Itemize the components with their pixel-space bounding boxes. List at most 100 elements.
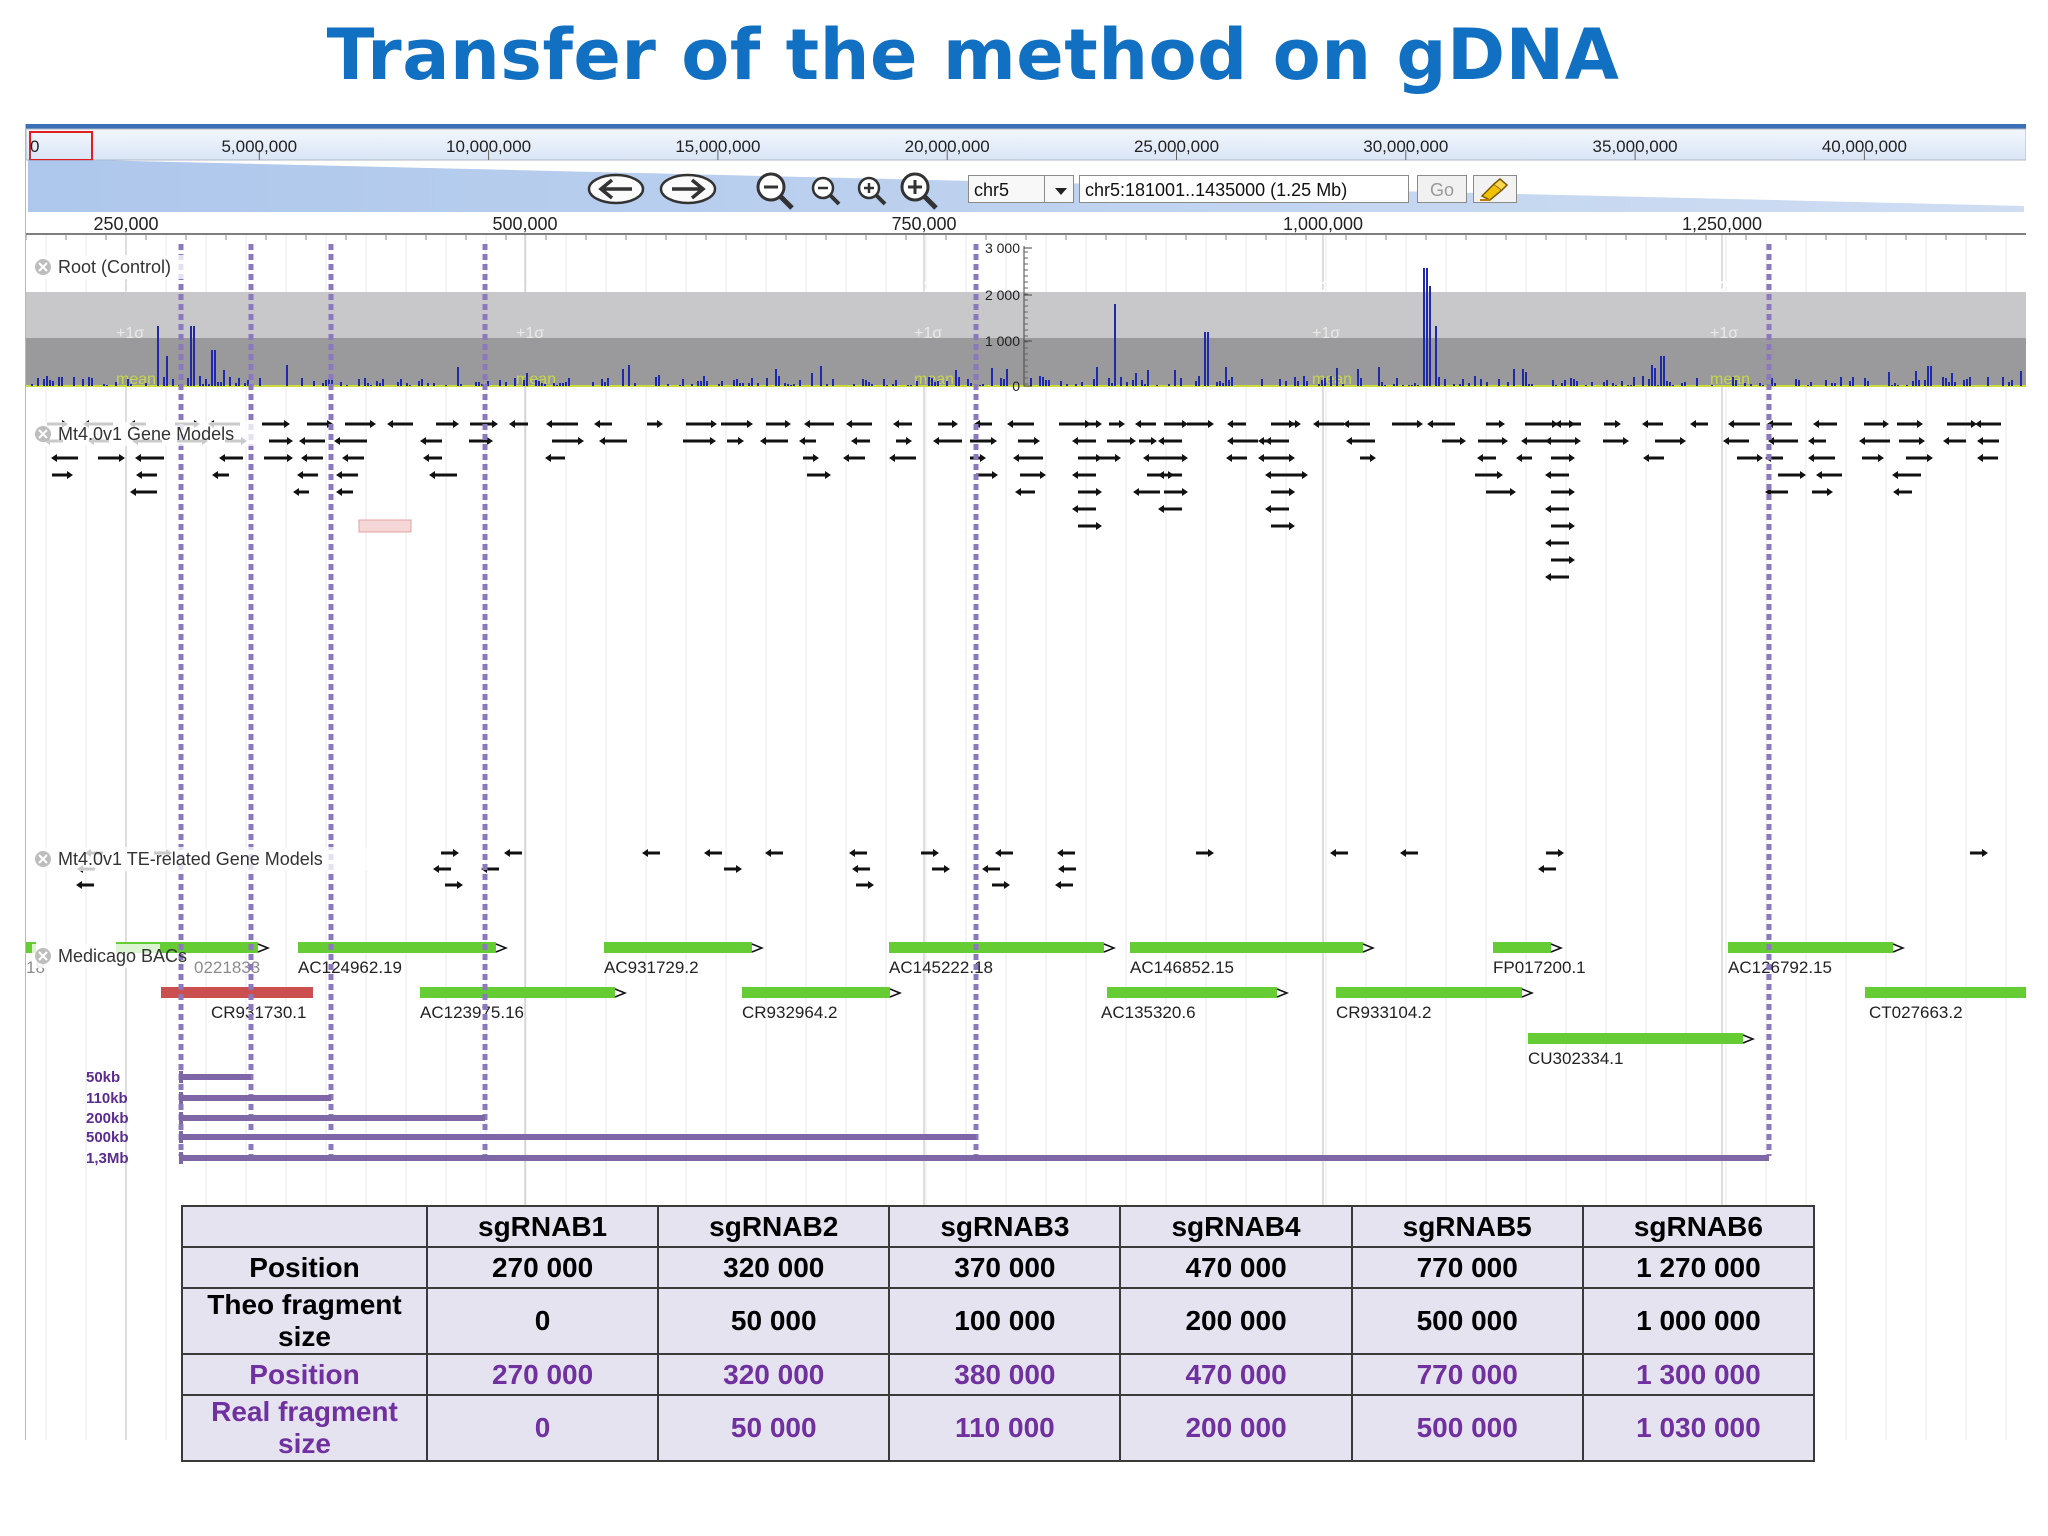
gene-model xyxy=(1521,437,1547,445)
arrow-head xyxy=(1642,420,1648,428)
arrow-head xyxy=(67,471,73,479)
coverage-bar xyxy=(1951,373,1953,386)
arrow-head xyxy=(1226,454,1232,462)
go-button[interactable]: Go xyxy=(1417,175,1467,203)
coverage-bar xyxy=(871,384,873,386)
coverage-bar xyxy=(535,380,537,386)
detail-tick-label: 1,250,000 xyxy=(1682,214,1762,234)
arrow-head xyxy=(1768,437,1774,445)
arrow-head xyxy=(704,849,710,857)
coverage-bar xyxy=(541,383,543,386)
arrow-head xyxy=(1289,454,1295,462)
arrow-head xyxy=(1643,454,1649,462)
coverage-bar xyxy=(1831,383,1833,386)
pan-right-button[interactable] xyxy=(658,172,718,206)
gene-model xyxy=(760,437,788,445)
arrow-head xyxy=(136,471,142,479)
chevron-down-icon xyxy=(1055,188,1067,195)
coverage-bar xyxy=(1306,381,1308,386)
coverage-bar xyxy=(130,384,132,386)
bac-bar xyxy=(742,987,890,998)
coverage-bar xyxy=(1285,381,1287,386)
arrow-head xyxy=(1313,420,1319,428)
zoom-out-small-button[interactable] xyxy=(806,171,850,211)
fragment-size-label: 200kb xyxy=(86,1110,129,1127)
arrow-head xyxy=(1227,420,1233,428)
zoom-in-small-icon xyxy=(857,176,887,206)
coverage-bar xyxy=(928,377,930,386)
arrow-head xyxy=(736,865,742,873)
arrow-head xyxy=(1055,881,1061,889)
arrow-head xyxy=(657,420,663,428)
track-label-bg xyxy=(32,422,262,446)
coverage-bar xyxy=(1735,380,1737,386)
track-label: Root (Control) xyxy=(32,255,187,279)
te-gene-model xyxy=(765,849,783,857)
zoom-out-large-icon xyxy=(756,172,794,210)
bac-label: CT027663.2 xyxy=(1869,1003,1963,1022)
zoom-in-large-button[interactable] xyxy=(898,171,942,211)
overview-tick-label: 30,000,000 xyxy=(1363,137,1448,156)
bac-bar xyxy=(1865,987,2026,998)
coverage-bar xyxy=(43,379,45,386)
bac-strand-arrow xyxy=(1103,943,1117,953)
gene-model xyxy=(1899,437,1925,445)
zoom-in-small-button[interactable] xyxy=(852,171,896,211)
arrow-head xyxy=(852,865,858,873)
coverage-bar xyxy=(1945,378,1947,386)
bac-bar xyxy=(1493,942,1551,953)
pan-left-button[interactable] xyxy=(586,172,646,206)
coverage-bar xyxy=(1006,369,1008,386)
coverage-bar xyxy=(1198,376,1200,386)
table-row: Position 270 000 320 000 370 000 470 000… xyxy=(181,1246,1816,1289)
arrow-head xyxy=(1545,539,1551,547)
gene-model xyxy=(1478,437,1508,445)
coverage-bar xyxy=(1654,368,1656,386)
coverage-bar xyxy=(1627,385,1629,386)
arrow-head xyxy=(1133,488,1139,496)
coverage-bar xyxy=(1330,376,1332,386)
arrow-head xyxy=(1977,454,1983,462)
highlight-button[interactable] xyxy=(1473,175,1517,203)
gene-model xyxy=(1947,420,1977,428)
arrow-head xyxy=(991,437,997,445)
gene-model xyxy=(1078,488,1102,496)
gene-model xyxy=(1551,454,1575,462)
zoom-out-large-button[interactable] xyxy=(754,171,798,211)
highlight-icon xyxy=(1480,178,1509,201)
arrow-head xyxy=(546,420,552,428)
arrow-head xyxy=(135,454,141,462)
gene-model xyxy=(1778,471,1806,479)
sigma-label: +2σ xyxy=(1312,279,1340,296)
row-label: Position xyxy=(181,1246,428,1289)
coverage-bar xyxy=(1297,381,1299,386)
coverage-bar xyxy=(1408,385,1410,386)
coverage-axis-label: 2 000 xyxy=(985,287,1020,303)
coverage-bar xyxy=(1342,384,1344,386)
chromosome-select[interactable]: chr5 xyxy=(968,175,1074,203)
bac-bar xyxy=(26,942,36,953)
table-cell: 110 000 xyxy=(888,1394,1122,1462)
coverage-bar xyxy=(1507,382,1509,386)
coverage-bar xyxy=(1825,380,1827,386)
coverage-bar xyxy=(751,378,753,386)
coverage-bar xyxy=(634,383,636,386)
coverage-bar xyxy=(1795,379,1797,386)
coverage-bar xyxy=(592,382,594,386)
landmark-input[interactable]: chr5:181001..1435000 (1.25 Mb) xyxy=(1079,175,1409,203)
coverage-bar xyxy=(1045,380,1047,386)
arrow-head xyxy=(420,437,426,445)
gene-model xyxy=(1427,420,1455,428)
coverage-bar xyxy=(1927,366,1929,386)
coverage-bar xyxy=(1966,379,1968,386)
arrow-head xyxy=(1182,420,1188,428)
coverage-bar xyxy=(1219,381,1221,386)
coverage-bar xyxy=(970,383,972,386)
arrow-head xyxy=(813,454,819,462)
coverage-bar xyxy=(1429,286,1431,386)
arrow-head xyxy=(1015,488,1021,496)
coverage-bar xyxy=(1468,383,1470,386)
coverage-bar xyxy=(115,382,117,386)
gene-model xyxy=(387,420,413,428)
table-cell: 1 030 000 xyxy=(1581,1394,1816,1462)
